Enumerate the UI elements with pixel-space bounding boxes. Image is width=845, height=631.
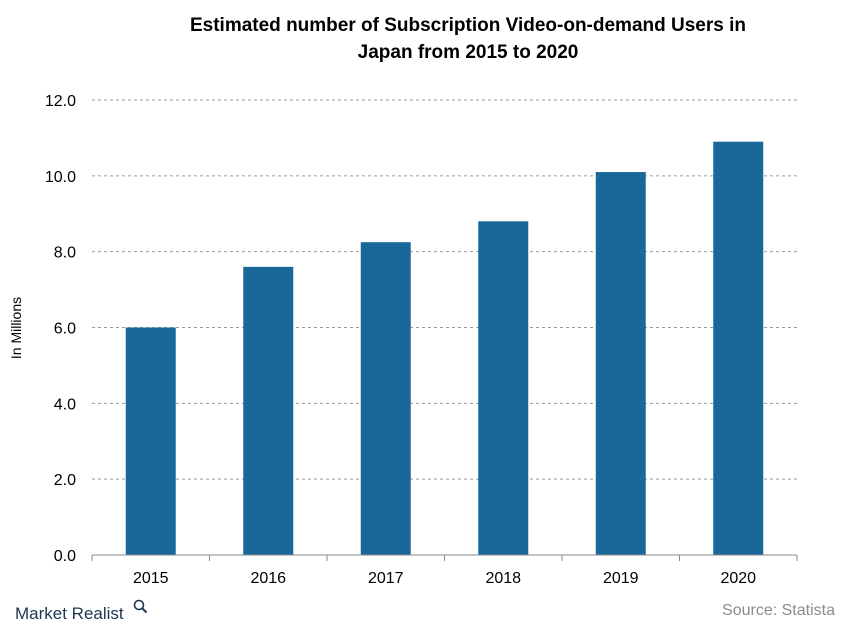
source-label: Source: Statista — [722, 602, 835, 619]
bar-2015 — [125, 327, 176, 555]
bar-2020 — [713, 141, 764, 556]
gridlines — [92, 99, 797, 480]
x-tick-label: 2018 — [485, 570, 521, 587]
x-tick-label: 2016 — [250, 570, 286, 587]
y-tick-label: 4.0 — [54, 396, 76, 413]
x-tick-label: 2015 — [133, 570, 169, 587]
bars — [125, 141, 764, 556]
x-tick-label: 2020 — [720, 570, 756, 587]
y-tick-label: 8.0 — [54, 245, 76, 262]
x-tick-labels: 2015 2016 2017 2018 2019 2020 — [133, 570, 756, 587]
y-tick-label: 6.0 — [54, 321, 76, 338]
x-tick-label: 2017 — [368, 570, 404, 587]
y-tick-labels: 0.0 2.0 4.0 6.0 8.0 10.0 12.0 — [45, 93, 76, 565]
x-tick-label: 2019 — [603, 570, 639, 587]
bar-2018 — [478, 221, 529, 556]
chart-title-line2: Japan from 2015 to 2020 — [358, 42, 579, 63]
magnifier-icon — [133, 599, 148, 614]
chart-title-line1: Estimated number of Subscription Video-o… — [190, 15, 746, 36]
brand-logo: Market Realist — [15, 599, 148, 623]
y-tick-label: 0.0 — [54, 548, 76, 565]
y-tick-label: 2.0 — [54, 472, 76, 489]
bar-2016 — [243, 266, 294, 555]
bar-2017 — [360, 242, 411, 555]
bar-2019 — [595, 172, 646, 555]
y-tick-label: 12.0 — [45, 93, 76, 110]
brand-name: Market Realist — [15, 604, 124, 623]
y-tick-label: 10.0 — [45, 169, 76, 186]
x-axis — [91, 554, 798, 561]
y-axis-label: In Millions — [8, 297, 24, 359]
